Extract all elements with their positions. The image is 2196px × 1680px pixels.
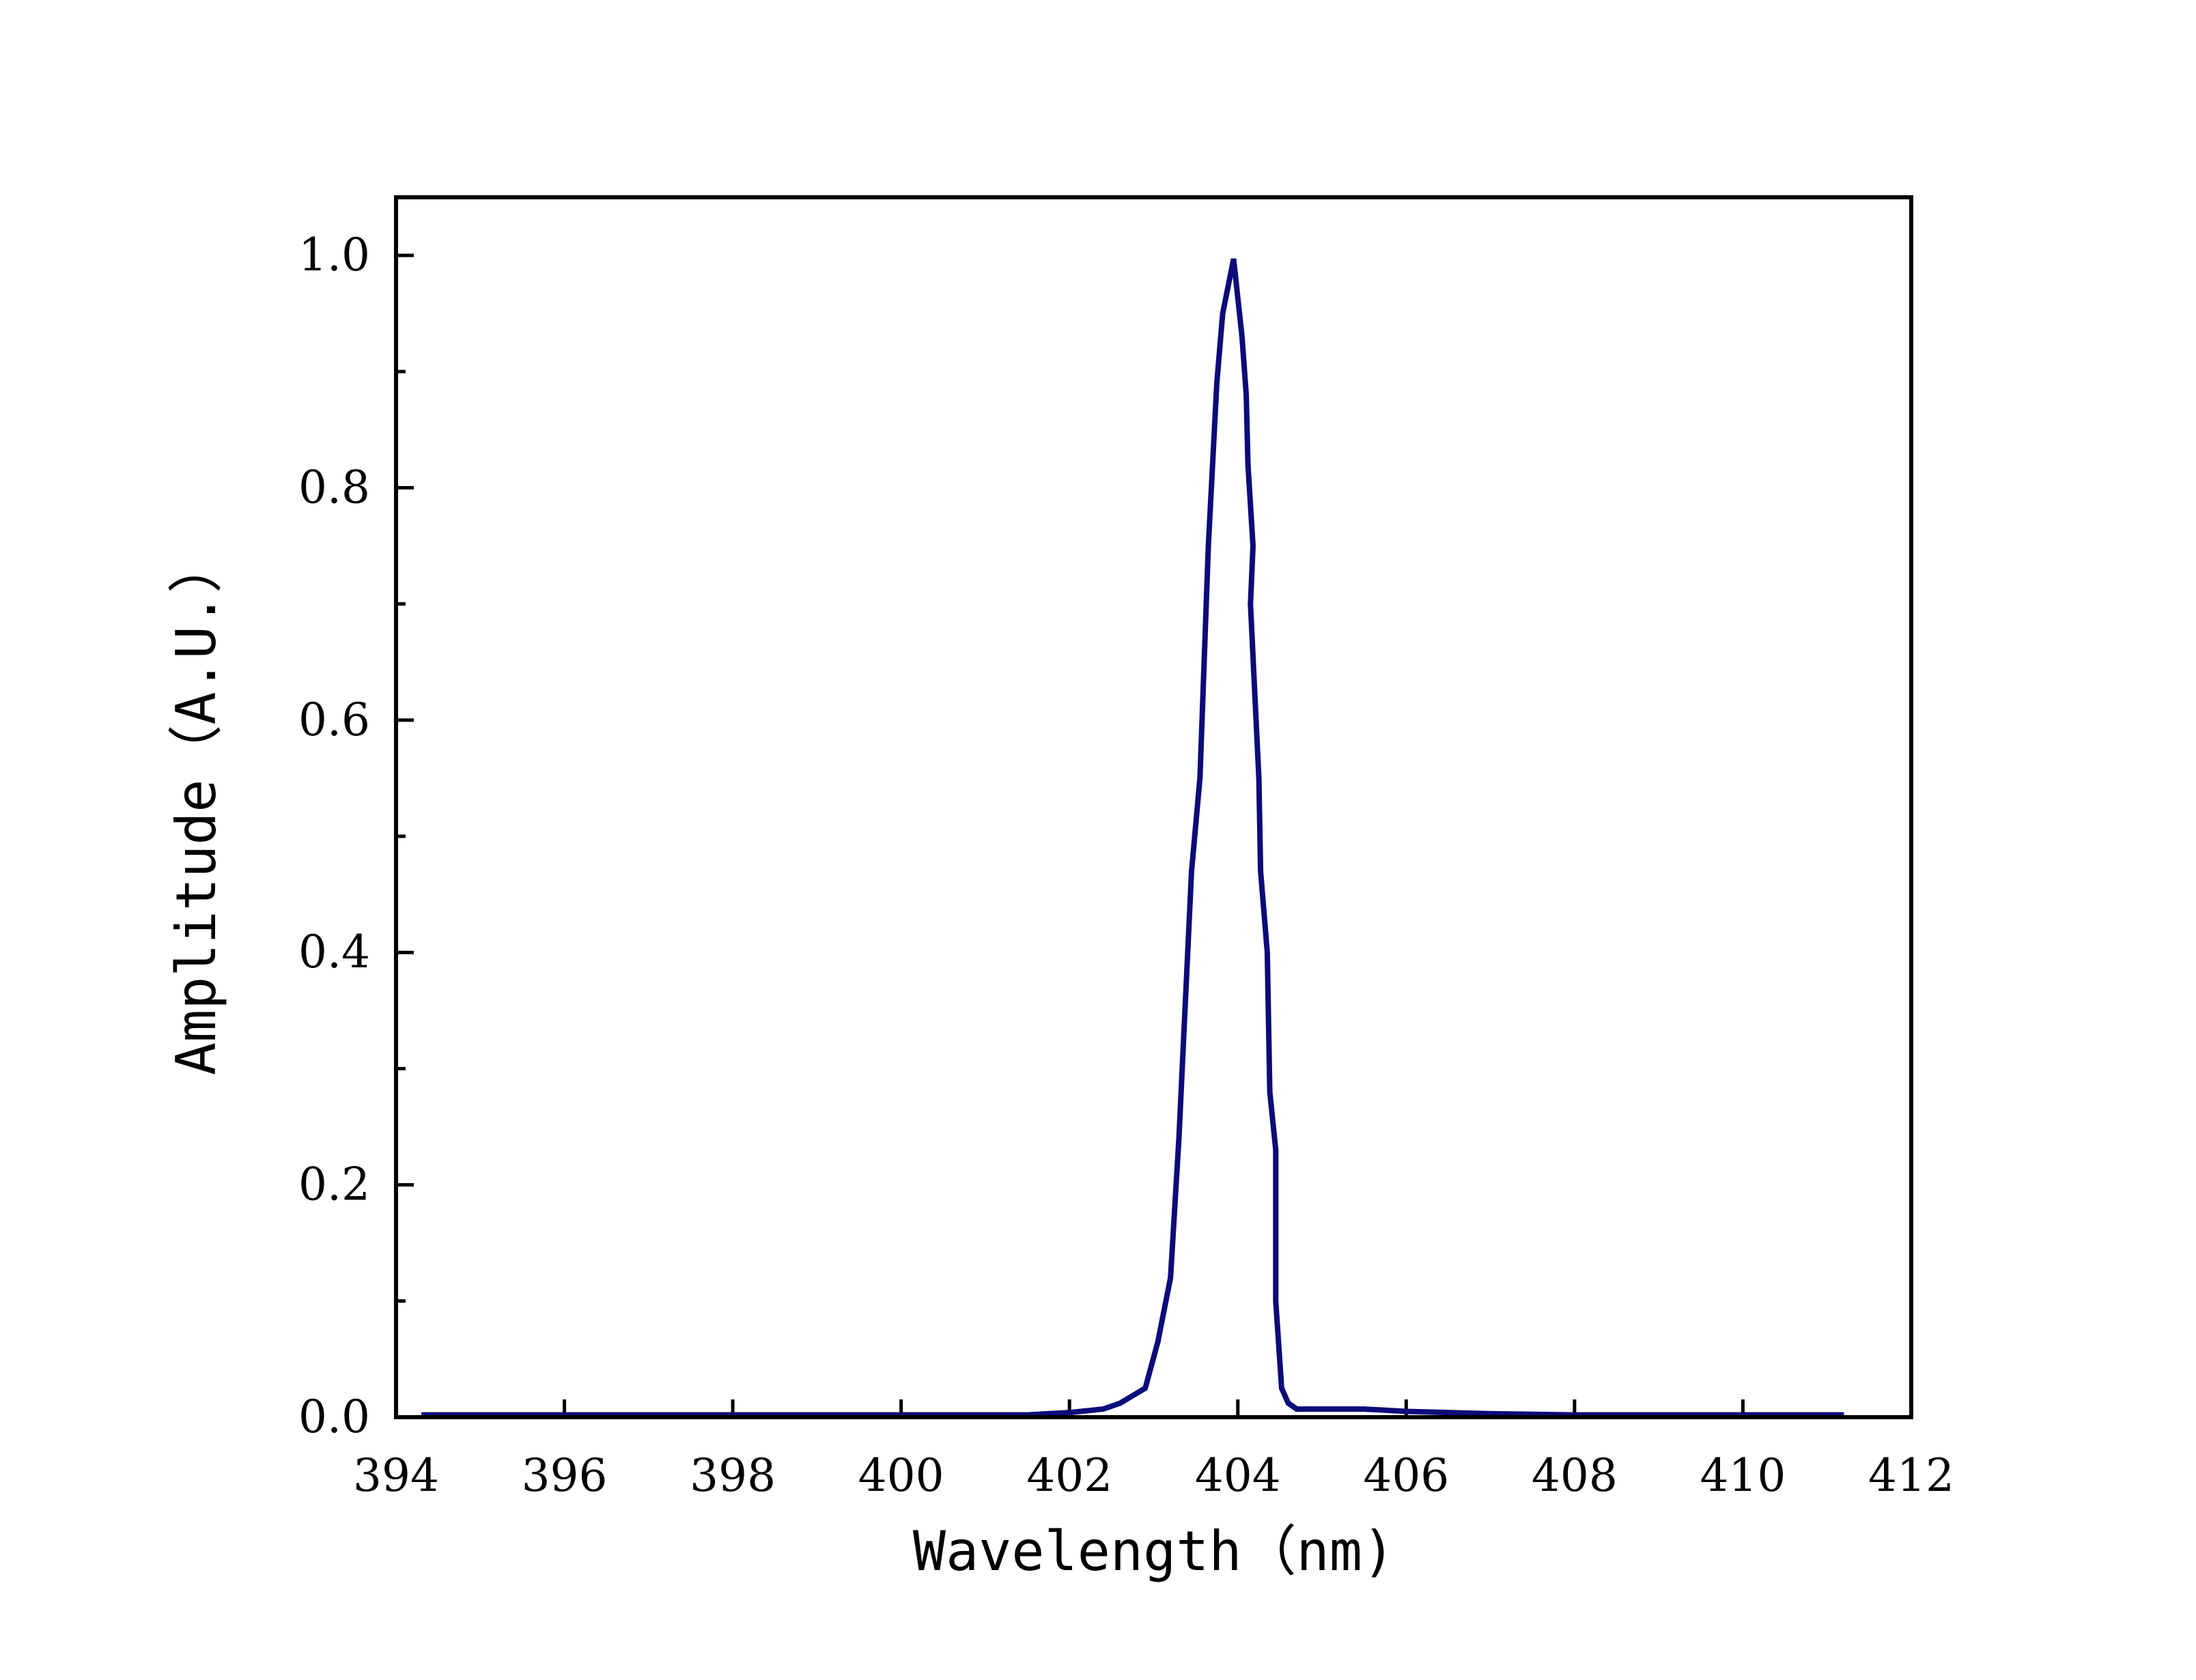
plot-frame <box>394 195 1913 1419</box>
x-tick-label: 404 <box>1195 1449 1281 1502</box>
x-tick-label: 412 <box>1868 1449 1954 1502</box>
y-tick-label: 0.8 <box>298 461 370 513</box>
y-axis-label: Amplitude（A.U.） <box>165 539 228 1075</box>
x-tick-label: 400 <box>858 1449 944 1502</box>
x-tick-label: 402 <box>1026 1449 1112 1502</box>
x-axis-ticks: 394 396 398 400 402 404 406 408 410 412 <box>353 1399 1954 1502</box>
y-tick-label: 0.2 <box>298 1158 370 1211</box>
y-tick-label: 1.0 <box>298 229 370 281</box>
x-tick-label: 406 <box>1363 1449 1449 1502</box>
y-tick-label: 0.4 <box>298 926 370 978</box>
x-tick-label: 408 <box>1532 1449 1618 1502</box>
x-tick-label: 398 <box>690 1449 776 1502</box>
spectrum-line <box>421 258 1844 1418</box>
series-layer <box>421 258 1844 1418</box>
x-tick-label: 410 <box>1700 1449 1786 1502</box>
y-tick-label: 0.0 <box>298 1391 370 1443</box>
x-tick-label: 396 <box>522 1449 608 1502</box>
y-tick-label: 0.6 <box>298 694 370 746</box>
x-tick-label: 394 <box>353 1449 439 1502</box>
x-axis-label: Wavelength（nm) <box>913 1520 1395 1583</box>
y-axis-ticks: 0.0 0.2 0.4 0.6 0.8 1.0 <box>298 229 414 1443</box>
